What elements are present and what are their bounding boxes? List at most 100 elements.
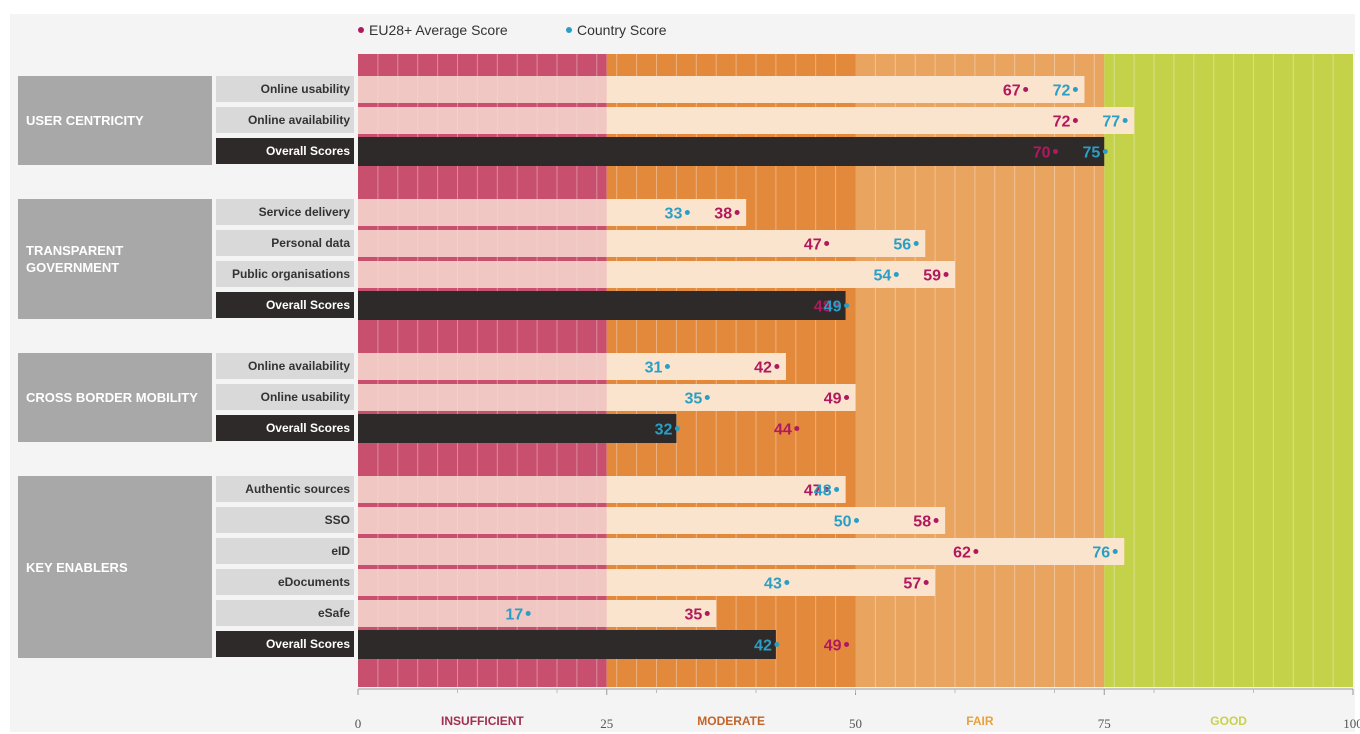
eu-marker (973, 549, 979, 554)
legend-country-dot (566, 27, 572, 33)
eu-value-label: 49 (824, 638, 842, 655)
country-marker (1102, 149, 1108, 154)
eu-marker (704, 611, 710, 616)
eu-marker (1053, 149, 1058, 154)
country-marker (844, 303, 850, 308)
eu-marker (844, 395, 850, 400)
x-tick-label: 25 (600, 716, 613, 731)
country-value-label: 32 (655, 422, 673, 439)
row-label: Overall Scores (216, 415, 354, 441)
legend-eu-label: EU28+ Average Score (369, 22, 508, 38)
zone-label-good: GOOD (1210, 714, 1247, 728)
row-label: Online usability (216, 76, 354, 102)
x-tick-label: 100 (1343, 716, 1360, 731)
eu-value-label: 70 (1033, 145, 1051, 162)
group-label: KEY ENABLERS (18, 476, 212, 658)
legend-eu: EU28+ Average Score (358, 22, 508, 38)
country-value-label: 33 (665, 206, 683, 223)
country-marker (525, 611, 531, 616)
row-band-light (606, 107, 1135, 134)
country-marker (834, 487, 840, 492)
row-label: Online availability (216, 107, 354, 133)
eu-value-label: 44 (774, 422, 792, 439)
eu-value-label: 62 (953, 545, 971, 562)
eu-value-label: 47 (804, 483, 822, 500)
country-marker (674, 426, 680, 431)
country-marker (784, 580, 790, 585)
row-band-light (606, 76, 1085, 103)
zone-label-fair: FAIR (966, 714, 994, 728)
country-marker (774, 642, 780, 647)
eu-value-label: 47 (804, 237, 822, 254)
country-value-label: 72 (1053, 83, 1071, 100)
country-value-label: 77 (1102, 114, 1120, 131)
country-marker (1072, 87, 1078, 92)
row-label: Authentic sources (216, 476, 354, 502)
eu-marker (1072, 118, 1078, 123)
country-value-label: 35 (684, 391, 702, 408)
row-label: Overall Scores (216, 631, 354, 657)
eu-value-label: 59 (923, 268, 941, 285)
row-band-light (606, 600, 717, 627)
country-value-label: 17 (505, 607, 523, 624)
x-tick-label: 0 (355, 716, 362, 731)
eu-marker (824, 241, 830, 246)
overall-bar (358, 137, 1105, 166)
eu-value-label: 35 (684, 607, 702, 624)
country-value-label: 49 (824, 299, 842, 316)
x-tick-label: 75 (1098, 716, 1111, 731)
country-marker (664, 364, 670, 369)
legend-country: Country Score (566, 22, 666, 38)
eu-marker (1023, 87, 1029, 92)
row-label: Overall Scores (216, 292, 354, 318)
row-band-light (606, 569, 936, 596)
x-tick-label: 50 (849, 716, 862, 731)
legend-country-label: Country Score (577, 22, 667, 38)
overall-bar (358, 630, 776, 659)
zone-label-moderate: MODERATE (697, 714, 765, 728)
country-marker (1122, 118, 1128, 123)
zone-label-insufficient: INSUFFICIENT (441, 714, 524, 728)
eu-marker (844, 642, 850, 647)
row-label: Overall Scores (216, 138, 354, 164)
row-band-light (606, 199, 747, 226)
country-marker (913, 241, 919, 246)
row-label: Online usability (216, 384, 354, 410)
zone-good (1104, 54, 1353, 687)
row-band-light (606, 230, 926, 257)
eu-marker (923, 580, 929, 585)
country-value-label: 54 (874, 268, 892, 285)
legend-eu-dot (358, 27, 364, 33)
group-label: USER CENTRICITY (18, 76, 212, 165)
country-value-label: 56 (893, 237, 911, 254)
overall-bar (358, 414, 677, 443)
country-value-label: 31 (645, 360, 663, 377)
eu-value-label: 48 (814, 299, 832, 316)
eu-marker (834, 303, 840, 308)
country-value-label: 76 (1092, 545, 1110, 562)
row-label: eID (216, 538, 354, 564)
row-band-light (606, 384, 856, 411)
overall-bar (358, 291, 846, 320)
eu-marker (824, 487, 830, 492)
country-marker (893, 272, 899, 277)
country-marker (684, 210, 690, 215)
eu-value-label: 49 (824, 391, 842, 408)
country-value-label: 43 (764, 576, 782, 593)
eu-marker (933, 518, 939, 523)
eu-marker (774, 364, 780, 369)
eu-value-label: 42 (754, 360, 772, 377)
eu-marker (734, 210, 740, 215)
group-label: TRANSPARENT GOVERNMENT (18, 199, 212, 319)
eu-value-label: 57 (903, 576, 921, 593)
group-label: CROSS BORDER MOBILITY (18, 353, 212, 442)
row-band-light (606, 353, 786, 380)
row-label: Personal data (216, 230, 354, 256)
row-label: Online availability (216, 353, 354, 379)
eu-marker (943, 272, 949, 277)
row-label: SSO (216, 507, 354, 533)
row-label: Public organisations (216, 261, 354, 287)
country-value-label: 42 (754, 638, 772, 655)
eu-value-label: 38 (714, 206, 732, 223)
